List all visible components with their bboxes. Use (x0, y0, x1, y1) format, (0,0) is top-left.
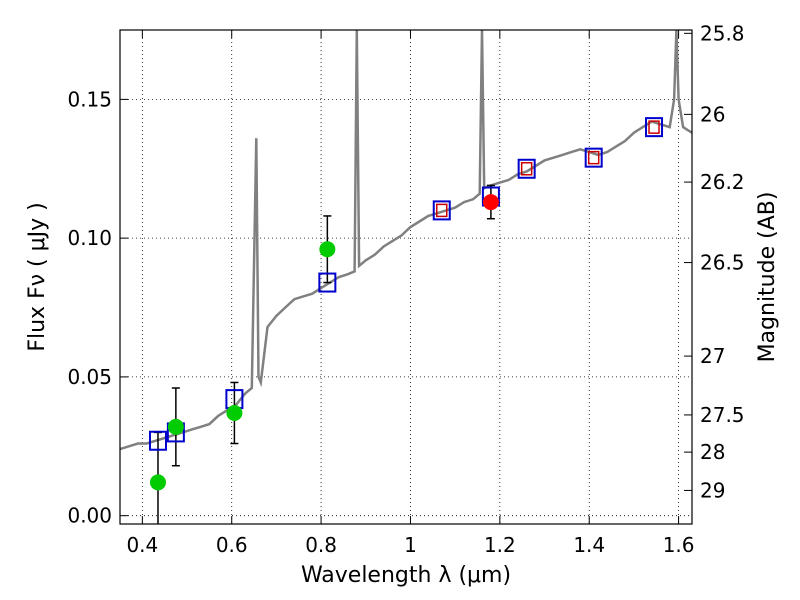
magnitude-axis-ticks: 25.8 26 26.2 26.5 27 27.5 28 29 (684, 21, 745, 502)
observed-photometry-square-ir (587, 150, 600, 165)
magnitude-tick-label: 26.5 (700, 251, 745, 275)
magnitude-tick-label: 27 (700, 344, 725, 368)
model-photometry-square-ir (584, 147, 603, 168)
y-axis-ticks: 0.00 0.05 0.10 0.15 (67, 87, 128, 528)
y-tick-label: 0.00 (67, 504, 112, 528)
observed-photometry-square-ir (520, 162, 533, 176)
x-tick-label: 0.8 (305, 533, 337, 557)
y-axis-label: Flux Fν ( μJy ) (25, 202, 50, 351)
y-tick-label: 0.05 (67, 365, 112, 389)
x-tick-label: 1.4 (573, 533, 605, 557)
magnitude-tick-label: 25.8 (700, 21, 745, 45)
magnitude-tick-label: 26 (700, 102, 725, 126)
magnitude-tick-label: 26.2 (700, 170, 745, 194)
x-tick-label: 1.6 (663, 533, 695, 557)
magnitude-tick-label: 29 (700, 478, 725, 502)
observed-photometry-square-ir (648, 120, 660, 134)
model-photometry-square (148, 430, 167, 451)
x-tick-label: 0.4 (126, 533, 158, 557)
observation-point (167, 418, 184, 435)
model-photometry-square-ir (517, 158, 536, 179)
y-tick-label: 0.10 (67, 226, 112, 250)
observation-point (319, 241, 336, 258)
y-tick-label: 0.15 (67, 87, 112, 111)
right-axis-label: Magnitude (AB) (755, 192, 780, 363)
data-markers (148, 117, 664, 491)
magnitude-tick-label: 28 (700, 440, 725, 464)
x-axis-ticks: 0.4 0.6 0.8 1 1.2 1.4 1.6 (126, 30, 695, 557)
model-photometry-square (318, 272, 337, 293)
observed-photometry-square-ir (436, 203, 448, 218)
model-spectrum-line (120, 30, 692, 451)
model-photometry-square-ir (645, 117, 664, 138)
x-axis-label: Wavelength λ (μm) (301, 563, 511, 588)
x-tick-label: 1 (404, 533, 417, 557)
observation-point (226, 404, 243, 421)
plot-frame (119, 29, 693, 525)
grid (120, 30, 692, 524)
x-tick-label: 1.2 (484, 533, 516, 557)
observation-point (482, 194, 499, 211)
x-tick-label: 0.6 (216, 533, 248, 557)
error-bars (153, 184, 495, 524)
magnitude-tick-label: 27.5 (700, 403, 745, 427)
model-photometry-square-ir (432, 200, 451, 221)
observation-point (149, 474, 166, 491)
